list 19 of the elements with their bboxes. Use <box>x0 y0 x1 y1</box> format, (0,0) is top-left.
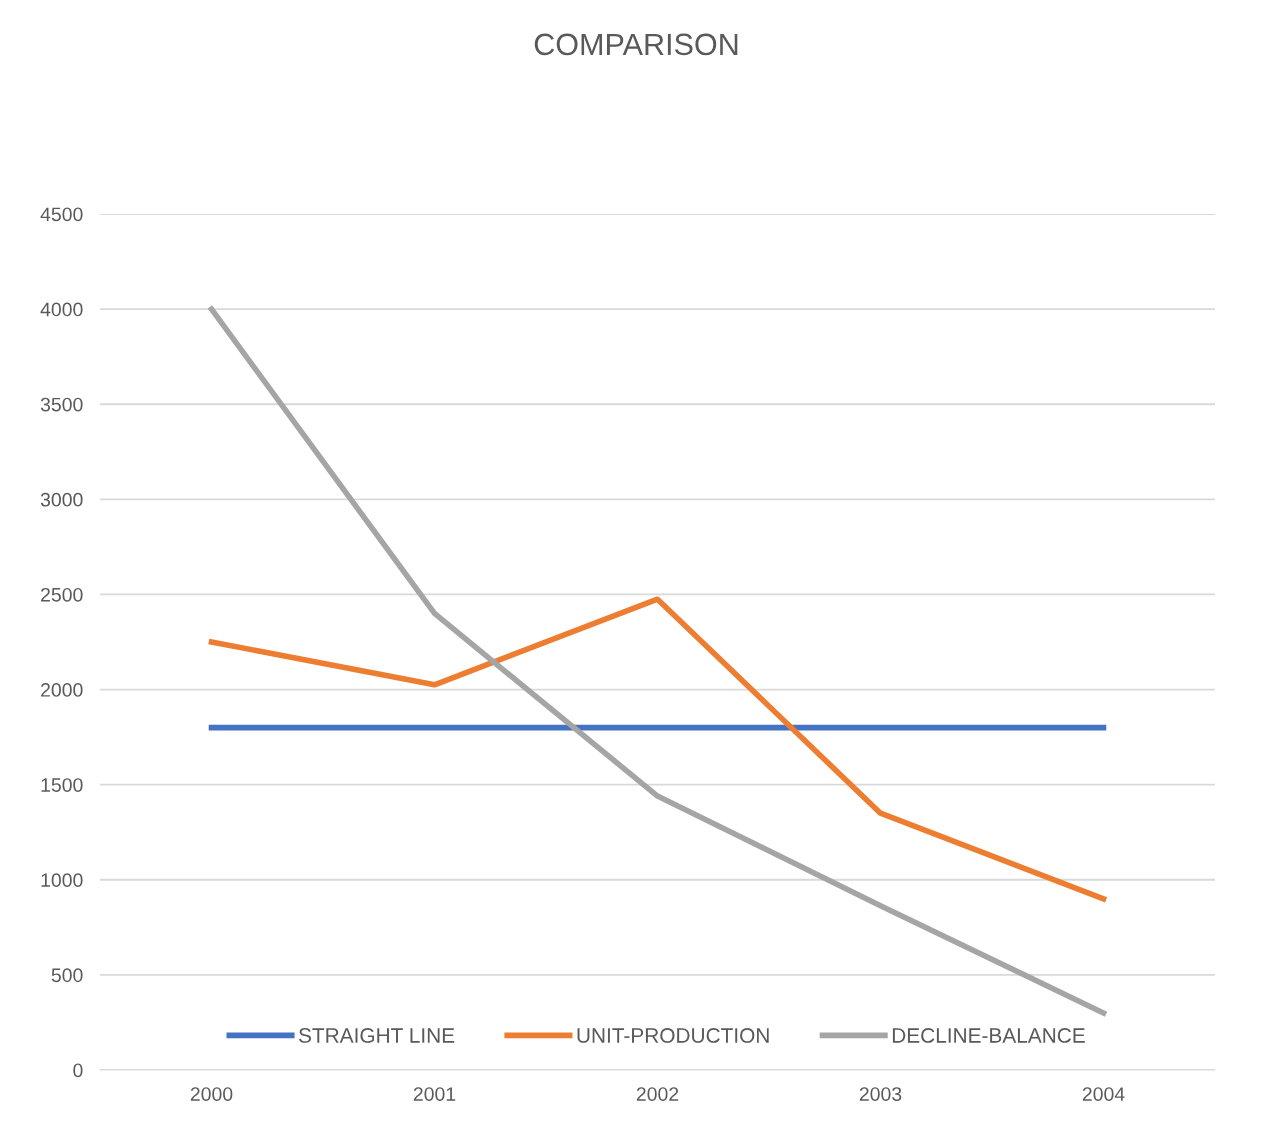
y-tick-label: 4000 <box>40 302 83 317</box>
legend-label: DECLINE-BALANCE <box>892 1028 1085 1043</box>
x-tick-label: 2000 <box>190 1087 233 1101</box>
x-tick-label: 2001 <box>413 1087 456 1101</box>
legend-label: STRAIGHT LINE <box>298 1028 455 1043</box>
y-tick-label: 2000 <box>41 683 83 697</box>
y-tick-label: 4500 <box>40 207 83 222</box>
y-tick-label: 0 <box>73 1063 83 1078</box>
y-tick-label: 3500 <box>40 397 83 412</box>
chart-title: COMPARISON <box>534 33 738 56</box>
legend-label: UNIT-PRODUCTION <box>577 1028 769 1043</box>
y-tick-label: 2500 <box>41 587 83 602</box>
x-tick-label: 2003 <box>859 1087 902 1101</box>
y-tick-label: 1500 <box>41 778 83 792</box>
y-tick-label: 500 <box>51 968 83 983</box>
y-tick-label: 1000 <box>41 873 83 888</box>
x-tick-label: 2004 <box>1082 1087 1125 1101</box>
y-tick-label: 3000 <box>40 492 83 507</box>
x-tick-label: 2002 <box>636 1087 679 1101</box>
